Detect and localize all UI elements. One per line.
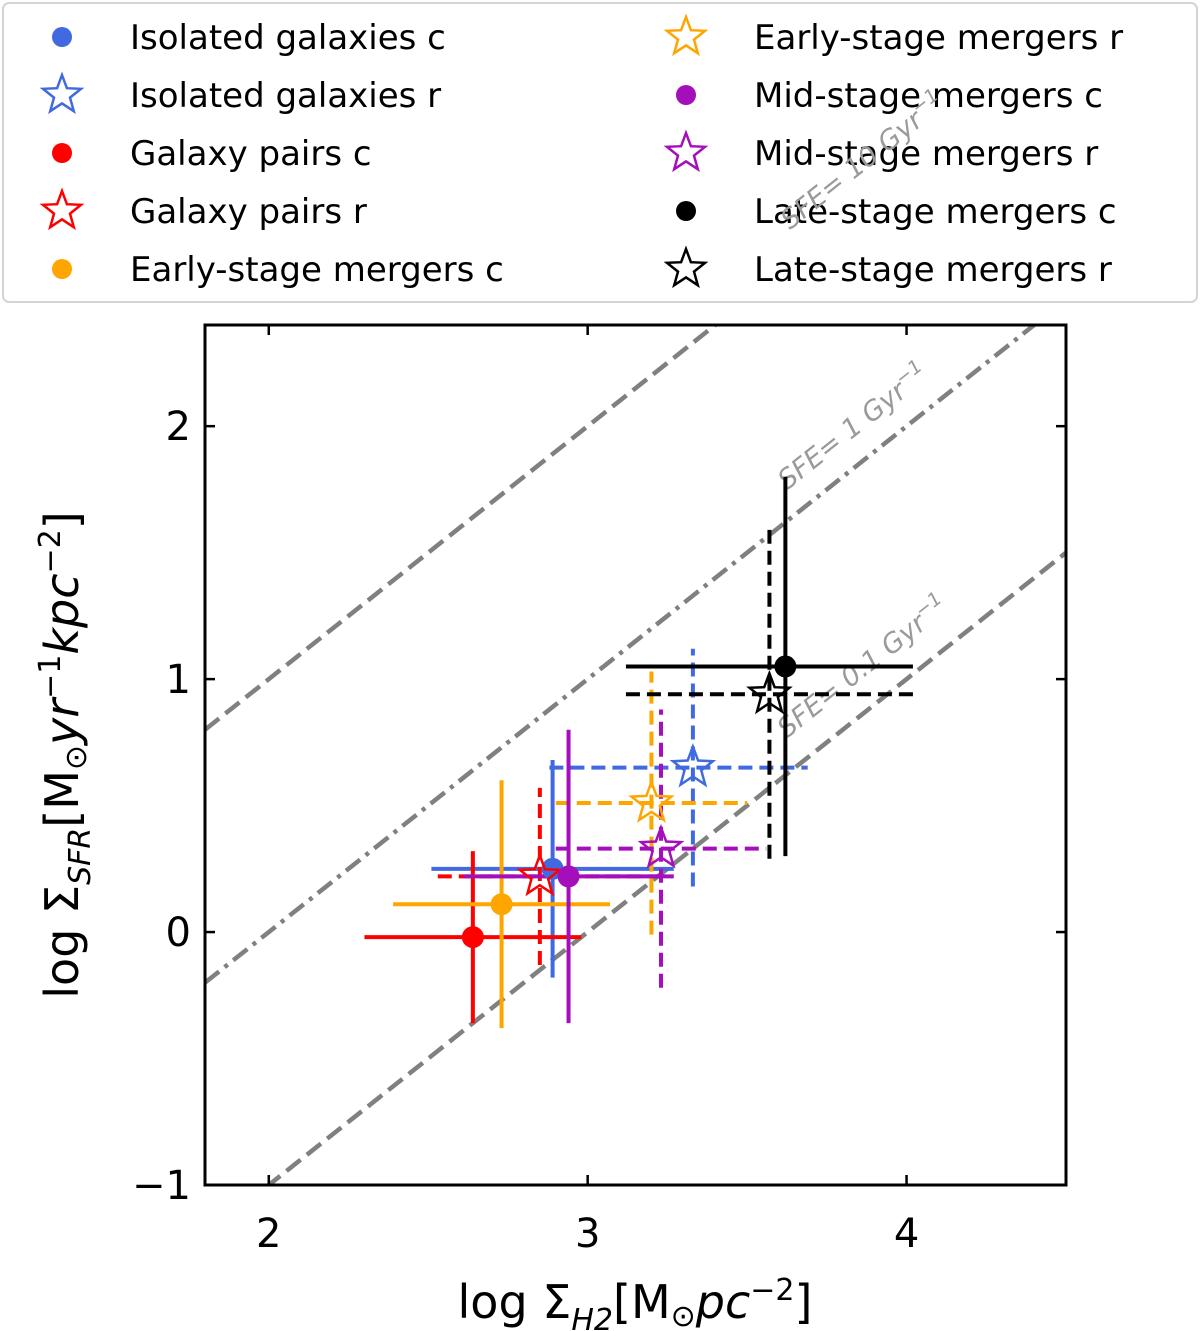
legend-early-stage-mergers-r-label: Early-stage mergers r xyxy=(754,18,1123,58)
data-markers xyxy=(461,655,797,949)
legend-isolated-galaxies-c-label: Isolated galaxies c xyxy=(130,18,446,58)
isolated-galaxies-r-marker xyxy=(669,743,717,788)
legend-isolated-galaxies-c-swatch xyxy=(52,27,72,47)
late-stage-mergers-c-marker xyxy=(774,655,797,678)
legend-mid-stage-mergers-c-label: Mid-stage mergers c xyxy=(754,76,1103,116)
galaxy-pairs-c-marker xyxy=(461,926,484,949)
legend: Isolated galaxies c Isolated galaxies r Ga… xyxy=(2,2,1198,303)
late-stage-mergers-r-marker xyxy=(746,669,793,715)
sfe-line-3 xyxy=(265,550,1066,1185)
early-stage-mergers-c-marker xyxy=(490,893,513,916)
sfe-line-2 xyxy=(205,325,1038,985)
legend-early-stage-mergers-c-swatch xyxy=(52,259,72,279)
y-tick-label: 0 xyxy=(166,910,191,956)
legend-galaxy-pairs-c-swatch xyxy=(52,143,72,163)
legend-mid-stage-mergers-r-swatch xyxy=(663,129,709,173)
legend-late-stage-mergers-r-swatch xyxy=(663,245,709,289)
legend-mid-stage-mergers-r-label: Mid-stage mergers r xyxy=(754,134,1098,174)
legend-galaxy-pairs-r-swatch xyxy=(39,187,85,231)
tick-labels: 2 3 4 −1 0 1 2 xyxy=(132,404,919,1257)
legend-late-stage-mergers-r-label: Late-stage mergers r xyxy=(754,250,1112,290)
mid-stage-mergers-c-marker xyxy=(557,865,580,888)
y-tick-label: −1 xyxy=(132,1163,191,1209)
legend-galaxy-pairs-c-label: Galaxy pairs c xyxy=(130,134,372,174)
legend-frame xyxy=(2,2,1198,303)
sfe-label-2: SFE= 1 Gyr−1 xyxy=(770,355,935,496)
x-tick-label: 3 xyxy=(575,1211,600,1257)
x-axis-label: log ΣH2[M⊙pc−2] xyxy=(458,1273,813,1331)
legend-early-stage-mergers-c-label: Early-stage mergers c xyxy=(130,250,504,290)
legend-galaxy-pairs-r-label: Galaxy pairs r xyxy=(130,192,367,232)
legend-isolated-galaxies-r-swatch xyxy=(39,71,85,115)
plot-frame xyxy=(203,323,1068,1187)
legend-late-stage-mergers-c-label: Late-stage mergers c xyxy=(754,192,1117,232)
axis-ticks xyxy=(205,325,1066,1187)
error-bars xyxy=(364,476,913,1029)
galaxy-pairs-r-marker xyxy=(516,851,564,897)
sfe-lines xyxy=(205,325,1066,1185)
legend-items: Isolated galaxies c Isolated galaxies r Ga… xyxy=(39,13,1123,290)
legend-early-stage-mergers-r-swatch xyxy=(663,13,709,57)
early-stage-mergers-r-marker xyxy=(628,778,675,823)
y-tick-label: 1 xyxy=(166,657,191,703)
y-tick-label: 2 xyxy=(166,404,191,450)
legend-isolated-galaxies-r-label: Isolated galaxies r xyxy=(130,76,441,116)
mid-stage-mergers-r-marker xyxy=(637,824,685,869)
legend-mid-stage-mergers-c-swatch xyxy=(676,85,696,105)
legend-late-stage-mergers-c-swatch xyxy=(676,201,696,221)
x-tick-label: 2 xyxy=(256,1211,281,1257)
y-axis-label: log ΣSFR[M⊙yr−1kpc−2] xyxy=(33,511,98,998)
x-tick-label: 4 xyxy=(894,1211,919,1257)
sfe-line-1 xyxy=(205,325,719,732)
